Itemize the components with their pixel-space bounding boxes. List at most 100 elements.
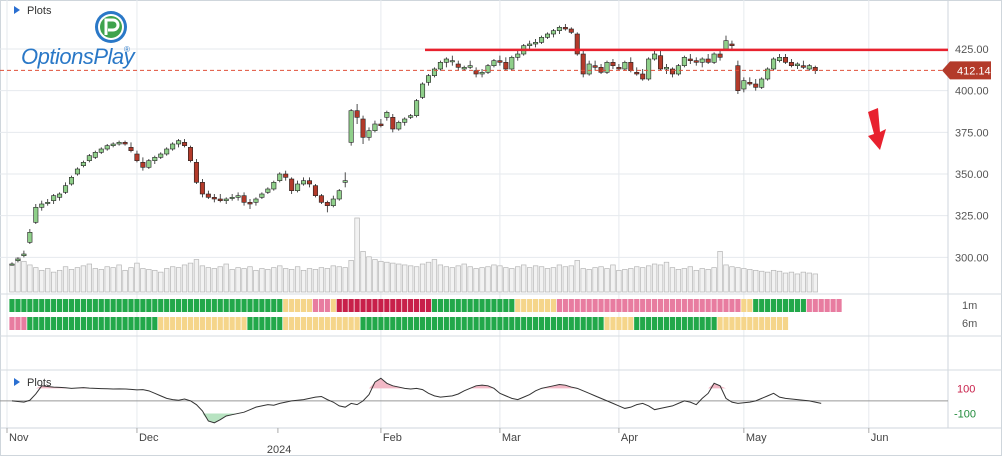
x-tick-label: Apr [621, 432, 638, 444]
signal-cell [574, 299, 580, 312]
candle-down [592, 65, 598, 68]
signal-cell [241, 317, 247, 330]
candle-down [134, 153, 140, 161]
candle-up [556, 27, 562, 31]
candle-up [301, 180, 307, 185]
candle-up [539, 37, 545, 43]
volume-bar [27, 264, 33, 293]
candle-up [63, 185, 69, 193]
volume-bar [538, 266, 545, 293]
candle-up [449, 60, 455, 63]
signal-cell [485, 299, 491, 312]
candle-up [699, 58, 705, 63]
oscillator-plots-toggle[interactable]: Plots [14, 377, 52, 389]
volume-bar [199, 265, 206, 293]
signal-cell [271, 299, 277, 312]
signal-cell [598, 299, 604, 312]
x-tick-label: Feb [383, 432, 402, 444]
volume-bar [562, 266, 568, 293]
volume-bar [437, 264, 444, 293]
candle-up [711, 53, 717, 63]
signal-cell [657, 317, 664, 330]
signal-cell [824, 299, 830, 312]
signal-cell [646, 299, 652, 312]
volume-bar [336, 266, 342, 293]
signal-cell [455, 317, 461, 330]
candle-up [9, 263, 15, 266]
volume-bar [735, 267, 741, 293]
volume-bar [473, 268, 479, 293]
candle-up [550, 30, 556, 35]
candle-up [158, 153, 164, 158]
signal-cell [181, 299, 188, 312]
signal-cell [211, 317, 217, 330]
signal-cell [491, 317, 497, 330]
volume-bar [699, 268, 705, 293]
year-label: 2024 [267, 444, 291, 456]
signal-cell [652, 317, 658, 330]
signal-cell [681, 317, 687, 330]
volume-bar [33, 267, 39, 293]
volume-bar [753, 269, 759, 293]
signal-cell [610, 299, 616, 312]
signal-cell [306, 317, 313, 330]
signal-cell [241, 299, 247, 312]
volume-bar [170, 266, 176, 293]
signal-cell [390, 299, 396, 312]
signal-cell [437, 317, 443, 330]
signal-cell [170, 317, 176, 330]
plots-toggle[interactable]: Plots [14, 5, 52, 17]
volume-bar [134, 262, 140, 293]
signal-cell [711, 317, 717, 330]
logo-registered-mark: ® [124, 45, 130, 54]
volume-bar [628, 268, 634, 293]
candle-down [390, 117, 396, 130]
candle-up [80, 162, 86, 166]
candle-up [402, 118, 408, 123]
signal-cell [384, 299, 390, 312]
volume-bar [318, 267, 325, 293]
signal-cell [366, 299, 372, 312]
volume-bar [300, 269, 307, 293]
signal-cell [74, 317, 81, 330]
signal-cell [289, 299, 295, 312]
signal-cell [812, 299, 818, 312]
volume-bar [604, 268, 610, 293]
signal-cell [259, 299, 265, 312]
signal-cell [640, 299, 646, 312]
expand-triangle-icon [14, 6, 20, 14]
signal-cell [503, 299, 509, 312]
signal-cell [312, 299, 319, 312]
volume-bar [283, 268, 289, 293]
volume-bar [640, 267, 646, 293]
volume-bar [669, 267, 676, 293]
volume-bar [705, 269, 711, 293]
volume-bar [556, 264, 563, 293]
volume-bar [526, 267, 533, 293]
signal-cell [521, 299, 527, 312]
volume-bar [140, 268, 146, 293]
signal-cell [586, 299, 592, 312]
signal-cell [437, 299, 443, 312]
signal-cell [15, 317, 21, 330]
candle-up [92, 152, 98, 158]
signal-cell [300, 299, 307, 312]
signal-cell [509, 317, 515, 330]
volume-bar [479, 267, 485, 293]
volume-bar [431, 259, 438, 293]
volume-bar [86, 263, 93, 293]
candle-up [420, 83, 426, 98]
volume-bar [217, 266, 223, 293]
signal-cell [634, 299, 640, 312]
signal-cell [140, 299, 146, 312]
signal-cell [604, 299, 610, 312]
signal-cell [479, 317, 485, 330]
volume-bar [193, 259, 200, 293]
signal-cell [181, 317, 188, 330]
candle-down [182, 142, 188, 146]
signal-cell [419, 317, 426, 330]
x-tick-label: Mar [502, 432, 521, 444]
candle-down [747, 82, 753, 85]
candle-up [86, 155, 92, 161]
volume-bar [812, 273, 818, 293]
